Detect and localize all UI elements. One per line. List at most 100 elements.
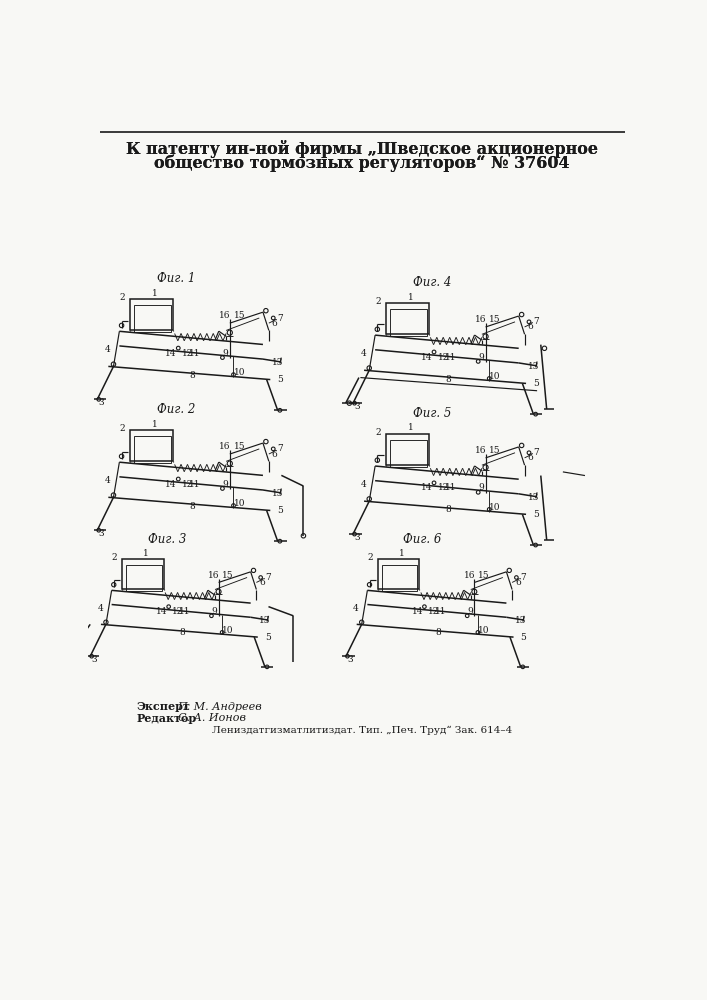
Text: 15: 15 <box>478 571 489 580</box>
Text: 11: 11 <box>189 349 201 358</box>
Text: 2: 2 <box>119 293 125 302</box>
Bar <box>390 440 426 467</box>
Text: 12: 12 <box>182 349 193 358</box>
Bar <box>130 430 173 461</box>
Text: 10: 10 <box>233 499 245 508</box>
Text: 11: 11 <box>445 353 457 362</box>
Text: 9: 9 <box>478 483 484 492</box>
Text: 1: 1 <box>407 293 414 302</box>
Text: 13: 13 <box>271 358 284 367</box>
Text: 10: 10 <box>222 626 233 635</box>
Text: 10: 10 <box>478 626 489 635</box>
Text: 2: 2 <box>375 297 381 306</box>
Text: 16: 16 <box>218 442 230 451</box>
Text: 8: 8 <box>180 628 185 637</box>
Bar <box>386 434 429 465</box>
Text: 4: 4 <box>353 604 359 613</box>
Text: 3: 3 <box>99 398 105 407</box>
Text: 1: 1 <box>152 289 158 298</box>
Text: 11: 11 <box>180 607 191 616</box>
Text: 7: 7 <box>520 573 527 582</box>
Text: 6: 6 <box>527 322 533 331</box>
Text: 12: 12 <box>438 483 449 492</box>
Text: 6: 6 <box>259 578 265 587</box>
Text: 6: 6 <box>515 578 521 587</box>
Text: 2: 2 <box>119 424 125 433</box>
Text: 5: 5 <box>265 633 271 642</box>
Text: 3: 3 <box>99 529 105 538</box>
Text: 15: 15 <box>233 442 245 451</box>
Text: 9: 9 <box>467 607 473 616</box>
Text: 8: 8 <box>445 505 451 514</box>
Bar <box>378 559 419 589</box>
Text: 15: 15 <box>233 311 245 320</box>
Text: 1: 1 <box>152 420 158 429</box>
Text: Фиг. 1: Фиг. 1 <box>157 272 196 285</box>
Text: 12: 12 <box>428 607 439 616</box>
Text: 11: 11 <box>189 480 201 489</box>
Bar <box>122 559 164 589</box>
Text: 1: 1 <box>407 424 414 432</box>
Text: 8: 8 <box>189 502 195 511</box>
Text: 5: 5 <box>520 633 527 642</box>
Text: 14: 14 <box>165 480 177 489</box>
Text: Фиг. 3: Фиг. 3 <box>148 533 186 546</box>
Text: 13: 13 <box>527 493 539 502</box>
Text: 6: 6 <box>527 453 533 462</box>
Text: 15: 15 <box>222 571 234 580</box>
Text: 9: 9 <box>223 480 228 489</box>
Text: 4: 4 <box>98 604 103 613</box>
Text: 7: 7 <box>278 444 284 453</box>
Text: 3: 3 <box>92 655 98 664</box>
Text: 9: 9 <box>478 353 484 362</box>
Text: 13: 13 <box>527 362 539 371</box>
Text: 5: 5 <box>533 379 539 388</box>
Text: 1: 1 <box>399 549 404 558</box>
Text: 11: 11 <box>435 607 447 616</box>
Text: К патенту ин-ной фирмы „Шведское акционерное: К патенту ин-ной фирмы „Шведское акционе… <box>126 140 598 158</box>
Bar <box>134 436 171 463</box>
Text: 13: 13 <box>515 616 526 625</box>
Bar <box>134 305 171 332</box>
Bar <box>130 299 173 330</box>
Text: 9: 9 <box>211 607 217 616</box>
Text: 7: 7 <box>278 314 284 323</box>
Text: 14: 14 <box>165 349 177 358</box>
Text: 4: 4 <box>105 345 110 354</box>
Text: 12: 12 <box>173 607 184 616</box>
Text: 9: 9 <box>223 349 228 358</box>
Text: 16: 16 <box>464 571 475 580</box>
Text: Фиг. 2: Фиг. 2 <box>157 403 196 416</box>
Text: 14: 14 <box>411 607 423 616</box>
Text: 11: 11 <box>445 483 457 492</box>
Text: 10: 10 <box>233 368 245 377</box>
Text: 4: 4 <box>361 349 366 358</box>
Bar <box>126 565 161 591</box>
Text: 7: 7 <box>533 448 539 457</box>
Text: 14: 14 <box>421 353 432 362</box>
Text: 5: 5 <box>533 510 539 519</box>
Text: 7: 7 <box>533 317 539 326</box>
Text: С. А. Ионов: С. А. Ионов <box>177 713 245 723</box>
Text: 14: 14 <box>156 607 168 616</box>
Text: Лениздатгизматлитиздат. Тип. „Печ. Труд“ Зак. 614–4: Лениздатгизматлитиздат. Тип. „Печ. Труд“… <box>212 726 512 735</box>
Text: общество тормозных регуляторов“ № 37604: общество тормозных регуляторов“ № 37604 <box>154 154 570 172</box>
Text: 6: 6 <box>271 319 278 328</box>
Text: Фиг. 6: Фиг. 6 <box>404 533 442 546</box>
Text: 12: 12 <box>438 353 449 362</box>
Text: 16: 16 <box>218 311 230 320</box>
Text: 13: 13 <box>271 489 284 498</box>
Text: 12: 12 <box>182 480 193 489</box>
Text: П. М. Андреев: П. М. Андреев <box>177 702 262 712</box>
Text: 5: 5 <box>278 375 284 384</box>
Text: 6: 6 <box>271 450 278 459</box>
Text: 3: 3 <box>354 402 360 411</box>
Text: 14: 14 <box>421 483 432 492</box>
Text: 7: 7 <box>265 573 271 582</box>
Text: 16: 16 <box>474 446 486 455</box>
Text: 8: 8 <box>189 371 195 380</box>
Text: 4: 4 <box>361 480 366 489</box>
Text: 8: 8 <box>435 628 441 637</box>
Text: 3: 3 <box>354 533 360 542</box>
Text: 2: 2 <box>112 553 117 562</box>
